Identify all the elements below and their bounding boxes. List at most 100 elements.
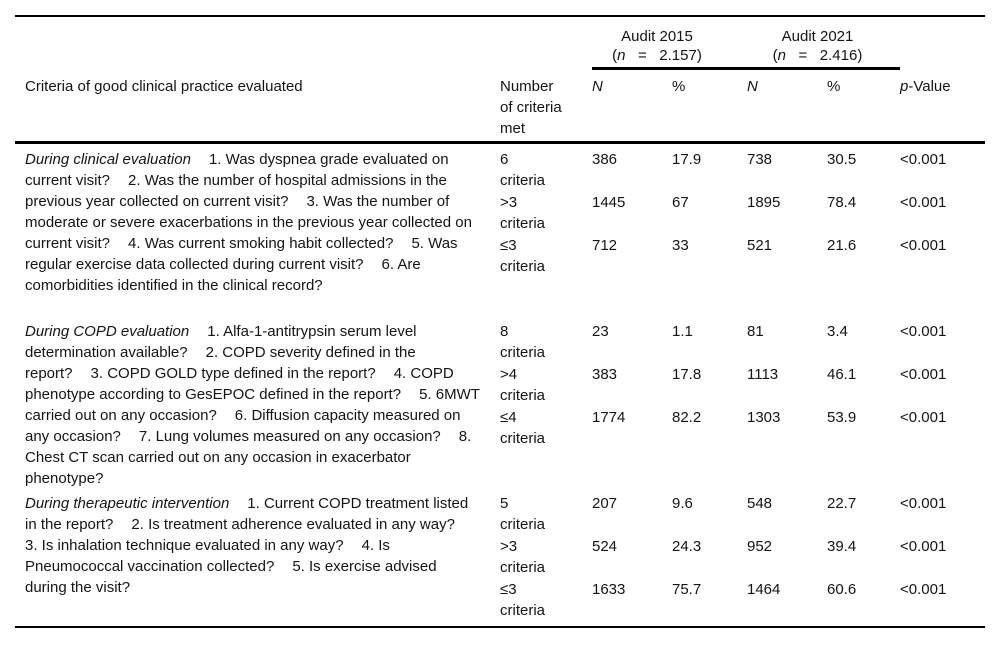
criteria-item: 8. Chest CT scan carried out on any occa… (25, 428, 472, 487)
pct-2021-cell: 3.4 (827, 323, 848, 340)
column-header-row: Criteria of good clinical practice evalu… (25, 76, 985, 139)
n-2015-cell: 1633 (592, 581, 626, 598)
criteria-item: 6. Are comorbidities identified in the c… (25, 256, 421, 294)
table-row: >3 criteria 1445 67 1895 78.4 <0.001 (500, 192, 985, 235)
criteria-item: 4. Is Pneumococcal vaccination collected… (25, 537, 390, 575)
n-2021-cell: 738 (747, 151, 773, 168)
criteria-item: 6. Diffusion capacity measured on any oc… (25, 407, 461, 445)
criteria-met-cell: ≤4 criteria (500, 409, 546, 447)
table-row: ≤4 criteria 1774 82.2 1303 53.9 <0.001 (500, 407, 985, 450)
table-row: ≤3 criteria 1633 75.7 1464 60.6 <0.001 (500, 579, 985, 622)
pct-2015-cell: 24.3 (672, 538, 702, 555)
n-2021-cell: 952 (747, 538, 773, 555)
criteria-met-cell: >4 criteria (500, 366, 546, 404)
table-row: 5 criteria 207 9.6 548 22.7 <0.001 (500, 493, 985, 536)
n-2021-cell: 1464 (747, 581, 781, 598)
group-lead: During clinical evaluation (25, 151, 191, 168)
criteria-description: During therapeutic intervention 1. Curren… (25, 493, 480, 598)
criteria-met-cell: >3 criteria (500, 538, 546, 576)
criteria-item: 2. Was the number of hospital admissions… (25, 172, 447, 210)
n-column-header-2021: N (747, 78, 758, 95)
pct-2021-cell: 30.5 (827, 151, 857, 168)
pct-2021-cell: 39.4 (827, 538, 857, 555)
group-data-rows: 5 criteria 207 9.6 548 22.7 <0.001 >3 cr… (500, 493, 985, 622)
criteria-description: During clinical evaluation 1. Was dyspnea… (25, 149, 480, 296)
criteria-group-copd-evaluation: During COPD evaluation 1. Alfa-1-antitryp… (25, 321, 985, 489)
n-2015-cell: 386 (592, 151, 618, 168)
criteria-item: 1. Was dyspnea grade evaluated on curren… (25, 151, 449, 189)
audit-2015-sample-size: (n = 2.157) (612, 47, 702, 64)
p-value-cell: <0.001 (900, 409, 947, 426)
n-2015-cell: 207 (592, 495, 618, 512)
pct-2015-cell: 9.6 (672, 495, 693, 512)
table-row: 6 criteria 386 17.9 738 30.5 <0.001 (500, 149, 985, 192)
n-2021-cell: 1303 (747, 409, 781, 426)
criteria-met-cell: 6 criteria (500, 151, 546, 189)
audit-2021-title: Audit 2021 (781, 28, 854, 45)
table-row: >4 criteria 383 17.8 1113 46.1 <0.001 (500, 364, 985, 407)
audit-2015-title: Audit 2015 (621, 28, 693, 45)
pct-column-header-2021: % (827, 78, 841, 95)
n-2015-cell: 1774 (592, 409, 626, 426)
audit-2021-sample-size: (n = 2.416) (772, 47, 863, 64)
p-value-cell: <0.001 (900, 538, 947, 555)
pct-2015-cell: 67 (672, 194, 689, 211)
criteria-item: 1. Alfa-1-antitrypsin serum level determ… (25, 323, 417, 361)
criteria-group-therapeutic-intervention: During therapeutic intervention 1. Curren… (25, 493, 985, 622)
p-value-cell: <0.001 (900, 151, 947, 168)
criteria-description: During COPD evaluation 1. Alfa-1-antitryp… (25, 321, 480, 489)
p-value-cell: <0.001 (900, 237, 947, 254)
criteria-item: 3. COPD GOLD type defined in the report? (90, 365, 376, 382)
pct-column-header-2015: % (672, 78, 686, 95)
n-column-header-2015: N (592, 78, 603, 95)
criteria-item: 3. Is inhalation technique evaluated in … (25, 537, 344, 554)
criteria-met-cell: 5 criteria (500, 495, 546, 533)
pct-2021-cell: 22.7 (827, 495, 857, 512)
criteria-met-cell: >3 criteria (500, 194, 546, 232)
criteria-item: 5. 6MWT carried out on any occasion? (25, 386, 480, 424)
pct-2021-cell: 60.6 (827, 581, 857, 598)
n-symbol: n (777, 47, 787, 64)
pct-2015-cell: 17.8 (672, 366, 702, 383)
n-2021-cell: 1895 (747, 194, 781, 211)
p-value-column-header: p-Value (900, 78, 951, 95)
pct-2015-cell: 17.9 (672, 151, 702, 168)
p-value-cell: <0.001 (900, 581, 947, 598)
p-value-cell: <0.001 (900, 194, 947, 211)
pct-2021-cell: 78.4 (827, 194, 857, 211)
criteria-item: 2. Is treatment adherence evaluated in a… (131, 516, 455, 533)
n-2015-cell: 524 (592, 538, 618, 555)
criteria-item: 3. Was the number of moderate or severe … (25, 193, 472, 252)
criteria-item: 1. Current COPD treatment listed in the … (25, 495, 469, 533)
criteria-item: 4. Was current smoking habit collected? (128, 235, 394, 252)
n-2021-cell: 521 (747, 237, 773, 254)
p-value-cell: <0.001 (900, 323, 947, 340)
n-symbol: n (617, 47, 626, 64)
criteria-column-header: Criteria of good clinical practice evalu… (25, 78, 303, 95)
table-body: During clinical evaluation 1. Was dyspnea… (15, 144, 985, 626)
pct-2015-cell: 33 (672, 237, 689, 254)
pct-2021-cell: 46.1 (827, 366, 857, 383)
audit-2021-header: Audit 2021 (n = 2.416) (747, 27, 900, 65)
audit-span-rule (592, 67, 900, 70)
number-met-column-header: Number of criteria met (500, 78, 562, 137)
pct-2021-cell: 53.9 (827, 409, 857, 426)
criteria-item: 5. Is exercise advised during the visit? (25, 558, 437, 596)
group-lead: During COPD evaluation (25, 323, 190, 340)
pct-2021-cell: 21.6 (827, 237, 857, 254)
n-2015-cell: 712 (592, 237, 618, 254)
criteria-met-cell: 8 criteria (500, 323, 546, 361)
criteria-item: 2. COPD severity defined in the report? (25, 344, 416, 382)
table-row: 8 criteria 23 1.1 81 3.4 <0.001 (500, 321, 985, 364)
table-row: ≤3 criteria 712 33 521 21.6 <0.001 (500, 235, 985, 278)
n-2015-cell: 1445 (592, 194, 626, 211)
n-2021-cell: 1113 (747, 366, 779, 383)
group-data-rows: 8 criteria 23 1.1 81 3.4 <0.001 >4 crite… (500, 321, 985, 450)
clinical-audit-table: Audit 2015 (n = 2.157) Audit 2021 (n = 2… (15, 15, 985, 628)
criteria-group-clinical-evaluation: During clinical evaluation 1. Was dyspnea… (25, 149, 985, 317)
audit-2015-header: Audit 2015 (n = 2.157) (592, 27, 747, 65)
n-2021-cell: 548 (747, 495, 773, 512)
criteria-item: 7. Lung volumes measured on any occasion… (138, 428, 441, 445)
pct-2015-cell: 82.2 (672, 409, 702, 426)
group-data-rows: 6 criteria 386 17.9 738 30.5 <0.001 >3 c… (500, 149, 985, 278)
